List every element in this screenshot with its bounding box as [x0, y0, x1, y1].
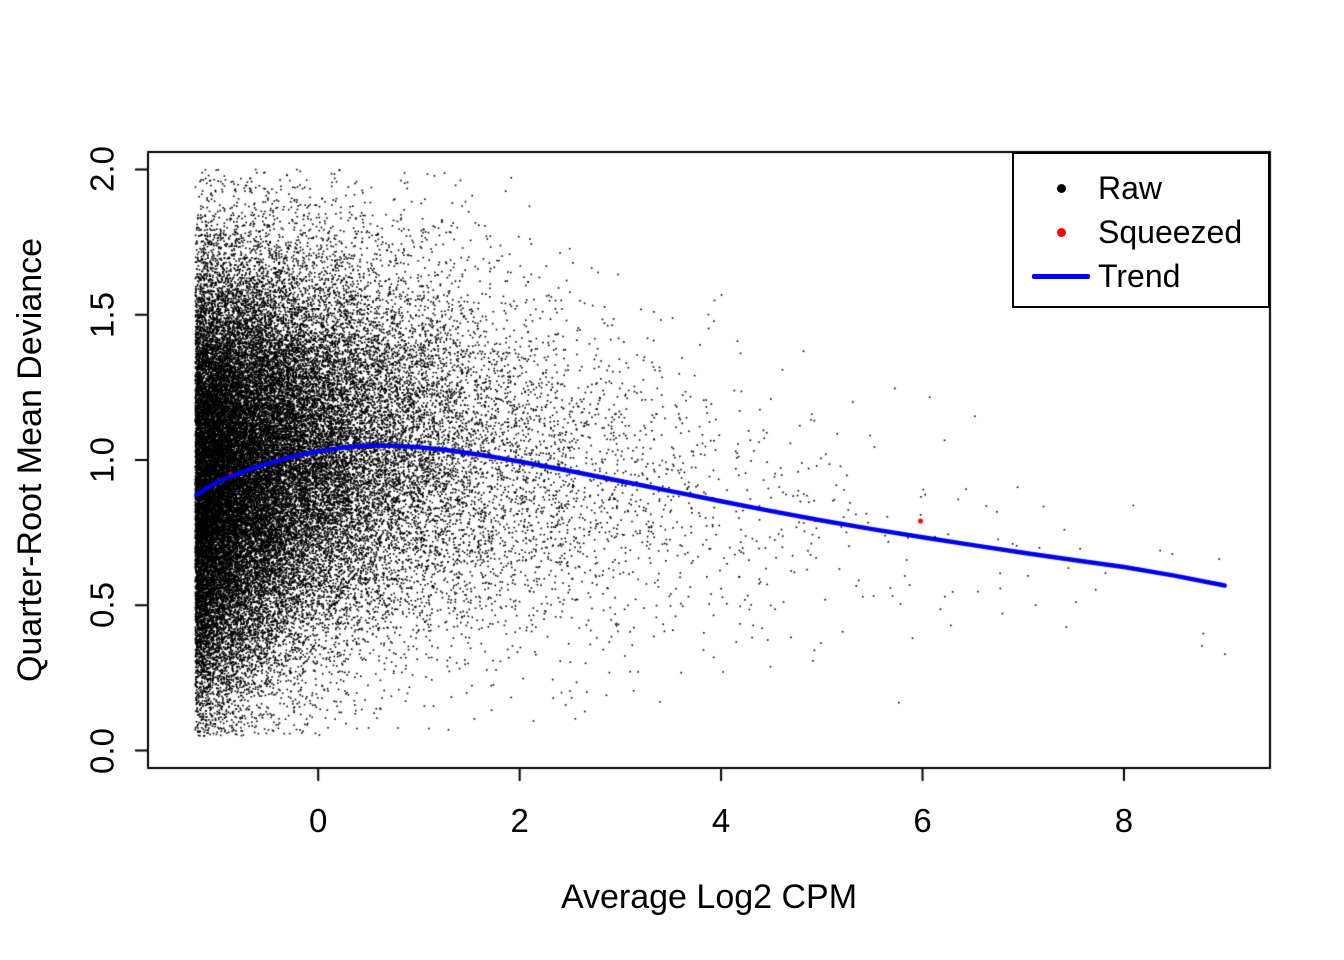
- x-tick-label: 0: [309, 802, 328, 839]
- legend-item-trend: Trend: [1024, 254, 1268, 298]
- squeezed-point-marker-icon: [1056, 227, 1066, 237]
- legend-marker-box: [1024, 227, 1098, 237]
- y-tick-label: 1.5: [83, 291, 121, 338]
- y-tick-label: 0.0: [83, 727, 121, 774]
- x-axis-label: Average Log2 CPM: [560, 878, 858, 916]
- legend-label-squeezed: Squeezed: [1098, 214, 1243, 250]
- legend-marker-box: [1024, 273, 1098, 279]
- legend-label-trend: Trend: [1098, 258, 1181, 294]
- y-axis-label: Quarter-Root Mean Deviance: [11, 237, 49, 683]
- x-tick-label: 8: [1114, 802, 1134, 839]
- legend: Raw Squeezed Trend: [1012, 152, 1270, 308]
- x-tick-label: 6: [913, 802, 932, 839]
- y-tick-label: 1.0: [83, 437, 121, 483]
- y-tick-label: 2.0: [83, 146, 121, 193]
- raw-point-marker-icon: [1056, 183, 1066, 193]
- legend-item-raw: Raw: [1024, 166, 1268, 210]
- x-tick-label: 2: [510, 802, 529, 839]
- x-tick-label: 4: [711, 802, 731, 839]
- legend-label-raw: Raw: [1098, 170, 1163, 206]
- legend-marker-box: [1024, 183, 1098, 193]
- legend-item-squeezed: Squeezed: [1024, 210, 1268, 254]
- trend-line-marker-icon: [1032, 273, 1090, 279]
- y-tick-label: 0.5: [83, 582, 121, 629]
